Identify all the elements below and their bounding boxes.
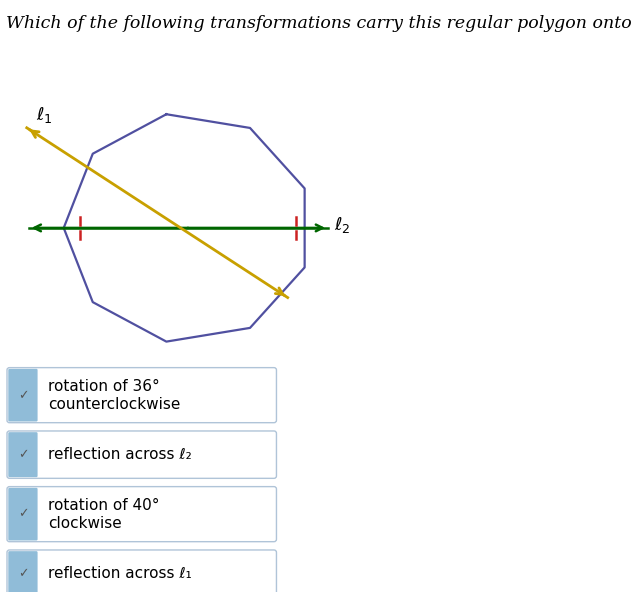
Text: ✓: ✓: [18, 567, 28, 580]
Text: ✓: ✓: [18, 508, 28, 520]
Text: ✓: ✓: [18, 389, 28, 401]
FancyBboxPatch shape: [8, 432, 38, 477]
Text: $\ell_1$: $\ell_1$: [36, 105, 53, 125]
Text: counterclockwise: counterclockwise: [48, 397, 180, 411]
Text: reflection across ℓ₂: reflection across ℓ₂: [48, 447, 192, 462]
Text: $\ell_2$: $\ell_2$: [334, 215, 351, 235]
FancyBboxPatch shape: [7, 431, 276, 478]
FancyBboxPatch shape: [7, 487, 276, 542]
Text: clockwise: clockwise: [48, 516, 122, 530]
Text: ✓: ✓: [18, 448, 28, 461]
FancyBboxPatch shape: [7, 550, 276, 592]
Text: rotation of 36°: rotation of 36°: [48, 379, 159, 394]
FancyBboxPatch shape: [8, 551, 38, 592]
FancyBboxPatch shape: [8, 488, 38, 540]
Text: Which of the following transformations carry this regular polygon onto itself?: Which of the following transformations c…: [6, 15, 637, 32]
FancyBboxPatch shape: [7, 368, 276, 423]
Text: rotation of 40°: rotation of 40°: [48, 498, 159, 513]
Text: reflection across ℓ₁: reflection across ℓ₁: [48, 566, 192, 581]
FancyBboxPatch shape: [8, 369, 38, 422]
